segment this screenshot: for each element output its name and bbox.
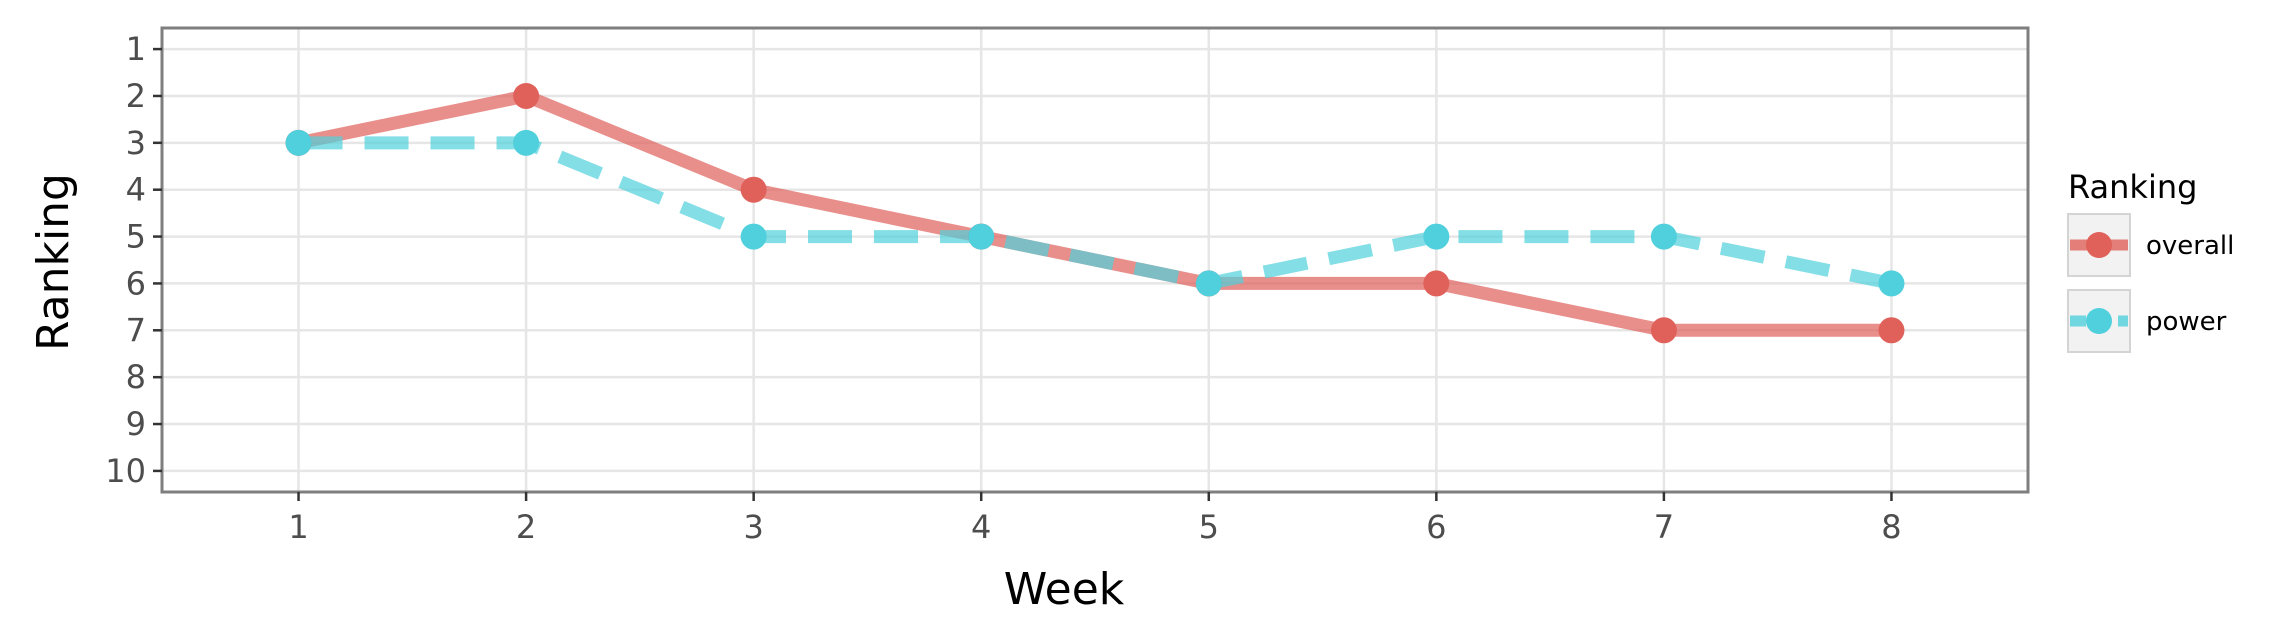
y-tick-label: 5 xyxy=(126,218,146,256)
data-point-overall xyxy=(741,177,767,203)
y-tick-label: 7 xyxy=(126,311,146,349)
legend-items: overall power xyxy=(2068,214,2234,352)
data-point-power xyxy=(1196,270,1222,296)
data-point-power xyxy=(513,130,539,156)
series-line-power xyxy=(299,143,1892,284)
x-tick-label: 4 xyxy=(971,508,991,546)
y-tick-label: 9 xyxy=(126,405,146,443)
x-tick-label: 8 xyxy=(1881,508,1901,546)
y-tick-label: 10 xyxy=(105,452,146,490)
y-tick-label: 1 xyxy=(126,30,146,68)
y-axis-title: Ranking xyxy=(28,173,79,351)
x-tick-label: 6 xyxy=(1426,508,1446,546)
legend-marker-overall xyxy=(2086,232,2112,258)
data-point-overall xyxy=(1651,317,1677,343)
legend-marker-power xyxy=(2086,308,2112,334)
x-axis-title: Week xyxy=(1004,564,1125,615)
data-point-power xyxy=(1878,270,1904,296)
data-point-overall xyxy=(1878,317,1904,343)
x-tick-label: 3 xyxy=(743,508,763,546)
x-tick-label: 1 xyxy=(288,508,308,546)
y-tick-label: 3 xyxy=(126,124,146,162)
x-tick-label: 7 xyxy=(1654,508,1674,546)
series-points xyxy=(286,83,1905,343)
y-tick-label: 2 xyxy=(126,77,146,115)
legend-label-overall: overall xyxy=(2146,231,2234,261)
legend-title: Ranking xyxy=(2068,168,2197,206)
y-tick-label: 6 xyxy=(126,264,146,302)
y-tick-label: 4 xyxy=(126,171,146,209)
series-line-overall xyxy=(299,96,1892,330)
y-tick-label: 8 xyxy=(126,358,146,396)
data-point-overall xyxy=(513,83,539,109)
data-point-power xyxy=(286,130,312,156)
axes: 1 2 3 4 5 6 7 8 9 10 1 2 3 4 5 6 7 8 xyxy=(105,30,1901,546)
data-point-power xyxy=(968,224,994,250)
x-tick-label: 5 xyxy=(1199,508,1219,546)
data-point-power xyxy=(741,224,767,250)
legend-label-power: power xyxy=(2146,307,2227,337)
series-lines xyxy=(299,96,1892,330)
data-point-power xyxy=(1423,224,1449,250)
legend: Ranking overall power xyxy=(2068,168,2234,352)
x-tick-label: 2 xyxy=(516,508,536,546)
data-point-overall xyxy=(1423,270,1449,296)
data-point-power xyxy=(1651,224,1677,250)
